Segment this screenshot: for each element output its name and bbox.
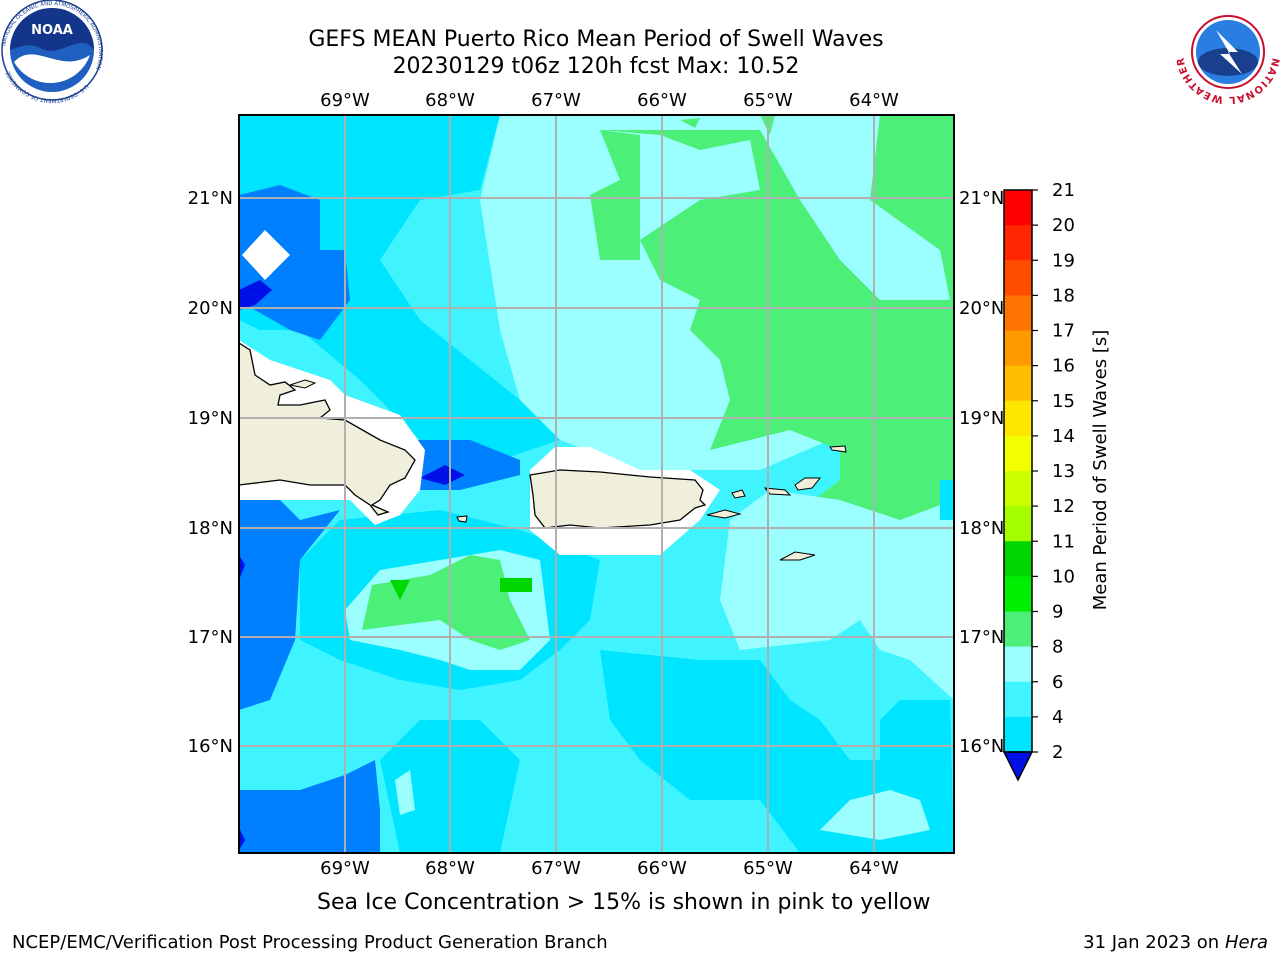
colorbar-label: Mean Period of Swell Waves [s]	[1090, 330, 1111, 611]
noaa-logo-text: NOAA	[31, 23, 73, 38]
contour-9-10-south	[362, 555, 530, 650]
colorbar-tick-label: 9	[1052, 602, 1063, 623]
land-culebra	[731, 489, 746, 499]
contour-2-4-west-lower	[239, 500, 340, 710]
colorbar-band	[1004, 541, 1032, 577]
contour-9-10-east-2	[590, 130, 640, 260]
colorbar-tick-label: 13	[1052, 461, 1075, 482]
contour-8-9-sw	[395, 770, 415, 815]
colorbar-band	[1004, 400, 1032, 437]
land-mask-small	[242, 230, 290, 280]
colorbar-band	[1004, 646, 1032, 683]
contour-9-10-top2	[680, 118, 700, 128]
colorbar-band	[1004, 506, 1032, 542]
land-anegada	[829, 445, 847, 453]
lat-label-left: 20°N	[188, 298, 233, 319]
contour-fill	[239, 115, 954, 853]
lon-label-top: 67°W	[531, 90, 581, 111]
contour-dark-2	[420, 465, 465, 485]
lat-label-left: 16°N	[188, 736, 233, 757]
lon-label-bottom: 67°W	[531, 858, 581, 879]
contour-dark-3	[239, 555, 245, 580]
map-frame	[238, 114, 955, 854]
lon-label-top: 66°W	[637, 90, 687, 111]
colorbar-tick-label: 10	[1052, 566, 1075, 587]
lon-label-bottom: 68°W	[425, 858, 475, 879]
lat-label-left: 17°N	[188, 627, 233, 648]
colorbar-tick-label: 2	[1052, 742, 1063, 763]
contour-dark-1	[239, 280, 272, 310]
contour-10-11-south-b	[500, 578, 532, 592]
colorbar-tick-label: 11	[1052, 531, 1075, 552]
noaa-logo-icon: NOAA NATIONAL OCEANIC AND ATMOSPHERIC AD…	[1, 0, 103, 103]
lat-label-left: 18°N	[188, 518, 233, 539]
footer-date-text: 31 Jan 2023 on	[1083, 932, 1225, 953]
colorbar-tick-label: 8	[1052, 637, 1063, 658]
lon-label-bottom: 65°W	[743, 858, 793, 879]
lon-label-bottom: 66°W	[637, 858, 687, 879]
nws-logo-icon: NATIONAL WEATHER SERVICE	[1176, 0, 1280, 104]
gridlines	[239, 115, 954, 853]
colorbar-band	[1004, 330, 1032, 367]
contour-10-11-south-a	[390, 580, 410, 600]
colorbar-band	[1004, 190, 1032, 226]
contour-dark-4	[239, 828, 245, 850]
contour-2-4-west	[239, 185, 350, 340]
lon-label-bottom: 64°W	[849, 858, 899, 879]
colorbar-tick-label: 21	[1052, 180, 1075, 201]
footer-date: 31 Jan 2023 on Hera	[1083, 932, 1268, 953]
contour-4-6-right	[940, 480, 954, 520]
land-hispaniola	[239, 342, 416, 516]
lat-label-left: 19°N	[188, 408, 233, 429]
colorbar-band	[1004, 260, 1032, 296]
lat-label-right: 16°N	[959, 736, 1004, 757]
colorbar-tick-label: 19	[1052, 250, 1075, 271]
colorbar-band	[1004, 576, 1032, 612]
colorbar-band	[1004, 295, 1032, 331]
colorbar-band	[1004, 611, 1032, 648]
lat-label-right: 21°N	[959, 188, 1004, 209]
colorbar-band	[1004, 471, 1032, 507]
lat-label-left: 21°N	[188, 188, 233, 209]
colorbar-band	[1004, 225, 1032, 261]
colorbar-band	[1004, 365, 1032, 402]
land-st-croix	[779, 551, 816, 561]
chart-title: GEFS MEAN Puerto Rico Mean Period of Swe…	[308, 27, 884, 52]
colorbar-tick-label: 15	[1052, 391, 1075, 412]
lon-label-top: 68°W	[425, 90, 475, 111]
sea-ice-note: Sea Ice Concentration > 15% is shown in …	[317, 890, 931, 915]
colorbar-tick-label: 20	[1052, 215, 1075, 236]
colorbar-tick-label: 6	[1052, 672, 1063, 693]
land-tortuga	[288, 379, 317, 389]
chart-subtitle: 20230129 t06z 120h fcst Max: 10.52	[392, 54, 800, 79]
lat-label-right: 20°N	[959, 298, 1004, 319]
colorbar-tick-label: 18	[1052, 285, 1075, 306]
colorbar-band	[1004, 681, 1032, 718]
footer-branch: NCEP/EMC/Verification Post Processing Pr…	[12, 932, 608, 953]
colorbar-extend-arrow	[1002, 751, 1034, 782]
lon-label-top: 64°W	[849, 90, 899, 111]
footer-host: Hera	[1224, 932, 1268, 953]
lat-label-right: 19°N	[959, 408, 1004, 429]
lon-label-top: 69°W	[320, 90, 370, 111]
land-mona	[456, 515, 468, 523]
colorbar-tick-label: 12	[1052, 496, 1075, 517]
lon-label-bottom: 69°W	[320, 858, 370, 879]
land-virgin-islands-2	[794, 477, 822, 491]
colorbar-band	[1004, 435, 1032, 472]
colorbar-tick-label: 17	[1052, 321, 1075, 342]
colorbar-tick-label: 16	[1052, 356, 1075, 377]
contour-9-10-east	[600, 115, 954, 575]
colorbar: 21 20 19 18 17 16 15 14 13 12 11 10 9 8 6 4 2	[1002, 180, 1075, 782]
lat-label-right: 17°N	[959, 627, 1004, 648]
colorbar-tick-label: 4	[1052, 707, 1063, 728]
land-vieques	[706, 509, 742, 519]
colorbar-band	[1004, 716, 1032, 753]
lon-label-top: 65°W	[743, 90, 793, 111]
colorbar-tick-label: 14	[1052, 426, 1075, 447]
lat-label-right: 18°N	[959, 518, 1004, 539]
contour-8-9-east-lower	[720, 490, 954, 700]
